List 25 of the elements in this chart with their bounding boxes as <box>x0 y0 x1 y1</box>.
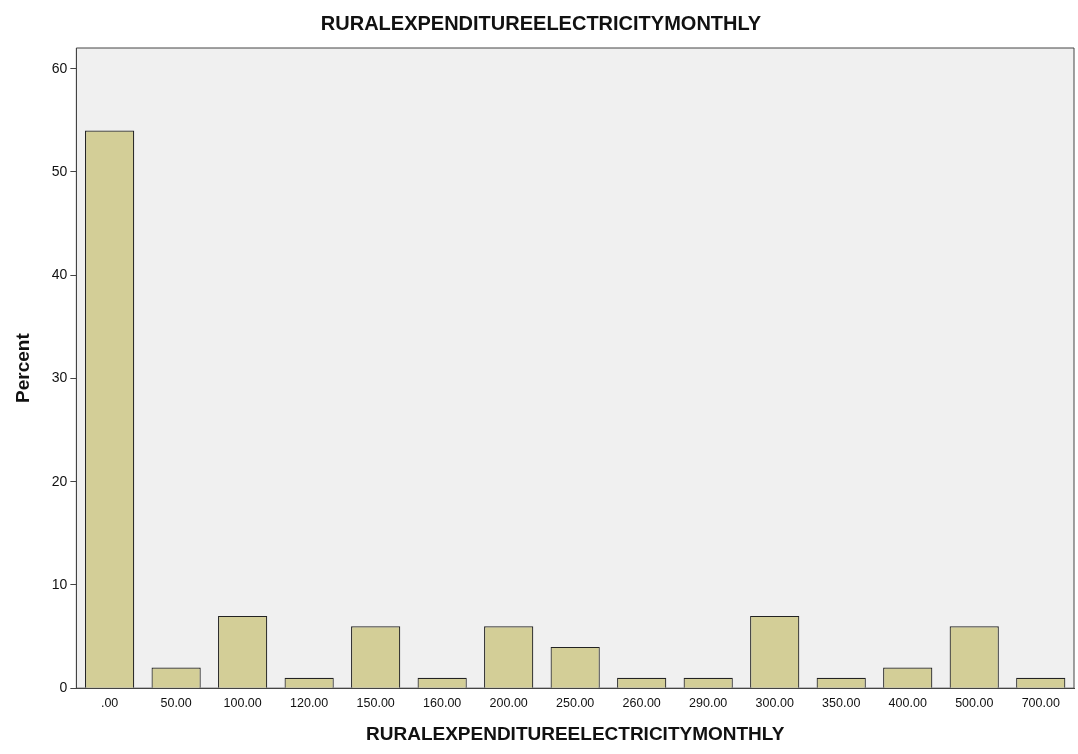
x-tick-label: .00 <box>100 696 119 711</box>
y-tick-label: 20 <box>51 472 68 489</box>
x-tick-label: 400.00 <box>888 696 927 711</box>
y-tick-label: 0 <box>59 679 68 696</box>
x-tick-label: 200.00 <box>489 696 528 711</box>
y-tick-label: 40 <box>51 266 68 283</box>
x-tick-label: 160.00 <box>423 696 462 711</box>
x-tick-label: 290.00 <box>689 696 728 711</box>
chart-title: RURALEXPENDITUREELECTRICITYMONTHLY <box>320 11 762 34</box>
x-tick-label: 100.00 <box>223 696 262 711</box>
x-tick-label: 350.00 <box>822 696 861 711</box>
x-tick-label: 300.00 <box>755 696 794 711</box>
y-tick-label: 30 <box>51 369 68 386</box>
x-tick-label: 50.00 <box>160 696 192 711</box>
y-axis-title: Percent <box>11 332 33 403</box>
x-tick-label: 500.00 <box>955 696 994 711</box>
x-tick-label: 150.00 <box>356 696 395 711</box>
y-tick-label: 60 <box>51 59 68 76</box>
x-tick-label: 700.00 <box>1021 696 1060 711</box>
x-tick-label: 120.00 <box>290 696 329 711</box>
x-tick-label: 250.00 <box>556 696 595 711</box>
x-axis-title: RURALEXPENDITUREELECTRICITYMONTHLY <box>366 722 785 744</box>
y-tick-label: 50 <box>51 162 68 179</box>
x-tick-label: 260.00 <box>622 696 661 711</box>
y-tick-label: 10 <box>51 575 68 592</box>
